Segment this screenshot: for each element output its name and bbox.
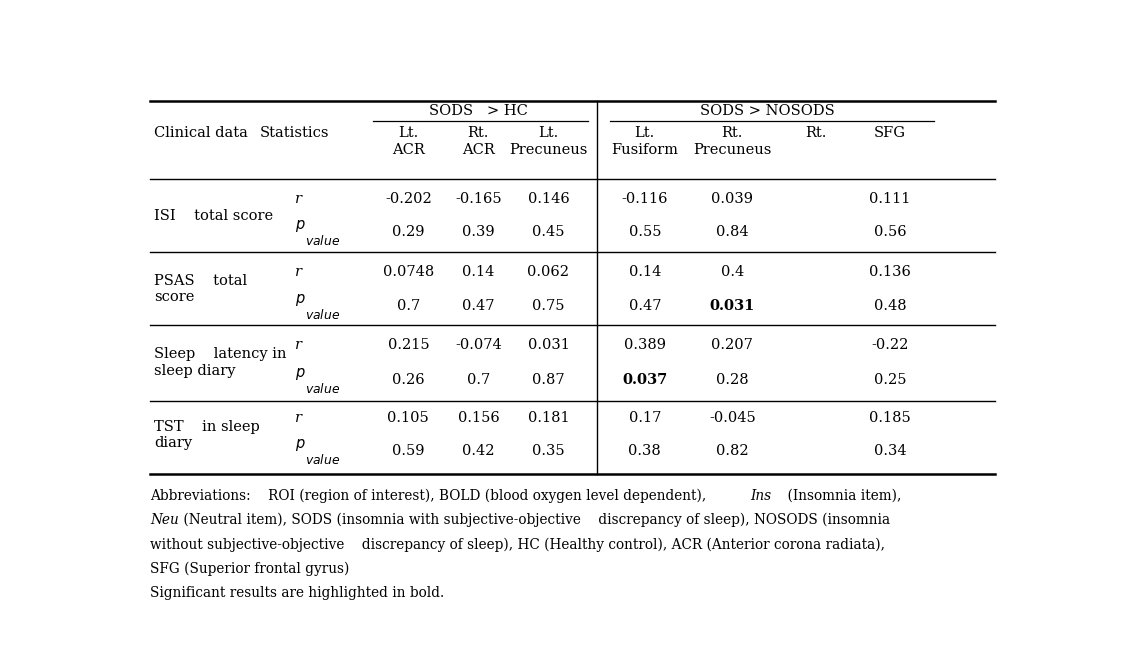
Text: 0.4: 0.4 (721, 266, 744, 279)
Text: (Neutral item), SODS (insomnia with subjective-objective    discrepancy of sleep: (Neutral item), SODS (insomnia with subj… (179, 513, 890, 528)
Text: 0.031: 0.031 (528, 338, 570, 353)
Text: 0.42: 0.42 (462, 444, 495, 458)
Text: 0.031: 0.031 (710, 299, 755, 313)
Text: $value$: $value$ (305, 308, 340, 322)
Text: 0.82: 0.82 (716, 444, 749, 458)
Text: $value$: $value$ (305, 382, 340, 396)
Text: r: r (295, 266, 302, 279)
Text: Significant results are highlighted in bold.: Significant results are highlighted in b… (150, 585, 444, 600)
Text: $p$: $p$ (295, 366, 305, 381)
Text: Ins: Ins (750, 489, 771, 503)
Text: 0.48: 0.48 (873, 299, 906, 313)
Text: 0.111: 0.111 (869, 192, 911, 207)
Text: 0.389: 0.389 (624, 338, 666, 353)
Text: 0.84: 0.84 (716, 225, 749, 239)
Text: PSAS    total
score: PSAS total score (155, 274, 247, 304)
Text: -0.165: -0.165 (455, 192, 502, 207)
Text: $p$: $p$ (295, 437, 305, 453)
Text: Sleep    latency in
sleep diary: Sleep latency in sleep diary (155, 347, 287, 377)
Text: 0.47: 0.47 (462, 299, 495, 313)
Text: 0.55: 0.55 (628, 225, 661, 239)
Text: 0.039: 0.039 (712, 192, 754, 207)
Text: 0.136: 0.136 (869, 266, 911, 279)
Text: -0.074: -0.074 (455, 338, 502, 353)
Text: r: r (295, 338, 302, 353)
Text: 0.0748: 0.0748 (383, 266, 434, 279)
Text: SODS > NOSODS: SODS > NOSODS (701, 104, 835, 118)
Text: -0.22: -0.22 (871, 338, 909, 353)
Text: 0.28: 0.28 (716, 373, 749, 387)
Text: ISI    total score: ISI total score (155, 209, 273, 223)
Text: 0.207: 0.207 (712, 338, 754, 353)
Text: 0.181: 0.181 (528, 411, 570, 425)
Text: Lt.
Precuneus: Lt. Precuneus (510, 126, 588, 156)
Text: $value$: $value$ (305, 453, 340, 467)
Text: 0.38: 0.38 (628, 444, 661, 458)
Text: r: r (295, 192, 302, 207)
Text: 0.156: 0.156 (458, 411, 499, 425)
Text: Lt.
ACR: Lt. ACR (392, 126, 425, 156)
Text: 0.34: 0.34 (873, 444, 906, 458)
Text: -0.116: -0.116 (622, 192, 668, 207)
Text: 0.45: 0.45 (532, 225, 565, 239)
Text: Rt.
Precuneus: Rt. Precuneus (693, 126, 772, 156)
Text: Lt.
Fusiform: Lt. Fusiform (611, 126, 678, 156)
Text: Rt.
ACR: Rt. ACR (462, 126, 495, 156)
Text: Neu: Neu (150, 513, 179, 527)
Text: $p$: $p$ (295, 292, 305, 308)
Text: 0.037: 0.037 (623, 373, 668, 387)
Text: 0.75: 0.75 (532, 299, 565, 313)
Text: 0.29: 0.29 (392, 225, 425, 239)
Text: 0.59: 0.59 (392, 444, 425, 458)
Text: 0.35: 0.35 (532, 444, 565, 458)
Text: -0.202: -0.202 (385, 192, 432, 207)
Text: Rt.: Rt. (805, 126, 826, 141)
Text: Statistics: Statistics (260, 126, 329, 141)
Text: 0.105: 0.105 (388, 411, 429, 425)
Text: 0.25: 0.25 (873, 373, 906, 387)
Text: r: r (295, 411, 302, 425)
Text: 0.14: 0.14 (462, 266, 495, 279)
Text: Abbreviations:    ROI (region of interest), BOLD (blood oxygen level dependent),: Abbreviations: ROI (region of interest),… (150, 489, 711, 504)
Text: (Insomnia item),: (Insomnia item), (770, 489, 902, 503)
Text: Clinical data: Clinical data (155, 126, 249, 141)
Text: TST    in sleep
diary: TST in sleep diary (155, 420, 260, 450)
Text: 0.185: 0.185 (869, 411, 911, 425)
Text: $value$: $value$ (305, 234, 340, 248)
Text: 0.7: 0.7 (397, 299, 420, 313)
Text: SFG: SFG (873, 126, 906, 141)
Text: $p$: $p$ (295, 218, 305, 234)
Text: 0.146: 0.146 (528, 192, 570, 207)
Text: SFG (Superior frontal gyrus): SFG (Superior frontal gyrus) (150, 561, 349, 576)
Text: 0.56: 0.56 (873, 225, 906, 239)
Text: without subjective-objective    discrepancy of sleep), HC (Healthy control), ACR: without subjective-objective discrepancy… (150, 537, 885, 551)
Text: 0.87: 0.87 (532, 373, 565, 387)
Text: 0.215: 0.215 (388, 338, 429, 353)
Text: 0.7: 0.7 (467, 373, 490, 387)
Text: SODS   > HC: SODS > HC (429, 104, 528, 118)
Text: 0.47: 0.47 (628, 299, 661, 313)
Text: 0.39: 0.39 (462, 225, 495, 239)
Text: 0.14: 0.14 (628, 266, 661, 279)
Text: -0.045: -0.045 (709, 411, 756, 425)
Text: 0.26: 0.26 (392, 373, 425, 387)
Text: 0.17: 0.17 (628, 411, 661, 425)
Text: 0.062: 0.062 (528, 266, 570, 279)
